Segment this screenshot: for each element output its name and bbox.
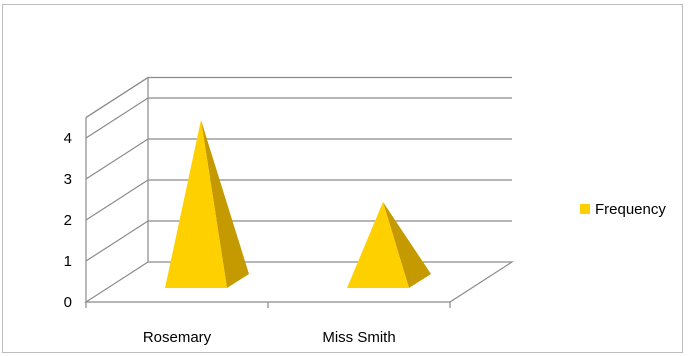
pyramid-front-face — [347, 202, 409, 288]
legend-label: Frequency — [595, 201, 666, 218]
gridline-depth — [85, 76, 149, 119]
y-tick-label: 2 — [64, 212, 72, 229]
gridline-depth — [85, 138, 149, 180]
gridline-depth — [85, 220, 149, 262]
y-tick-label: 4 — [64, 130, 72, 147]
pyramid-front-face — [165, 120, 227, 288]
legend: Frequency — [580, 201, 666, 218]
chart-floor — [83, 261, 515, 303]
pyramid-side-face — [201, 120, 249, 288]
y-tick-label: 1 — [64, 253, 72, 270]
pyramid-side-face — [383, 202, 431, 288]
y-tick-label: 0 — [64, 294, 72, 311]
y-tick-label: 3 — [64, 171, 72, 188]
x-axis-ticks: Rosemary Miss Smith — [85, 302, 451, 346]
y-axis-ticks: 0 1 2 3 4 — [64, 130, 72, 311]
gridline-depth — [85, 179, 149, 221]
gridline-depth — [85, 97, 149, 139]
x-category-label: Miss Smith — [322, 329, 395, 346]
x-category-label: Rosemary — [143, 329, 212, 346]
legend-swatch — [580, 204, 590, 214]
gridlines — [85, 76, 512, 262]
floor-outline — [83, 261, 515, 303]
chart-frame — [2, 4, 683, 353]
data-marks — [165, 120, 431, 288]
